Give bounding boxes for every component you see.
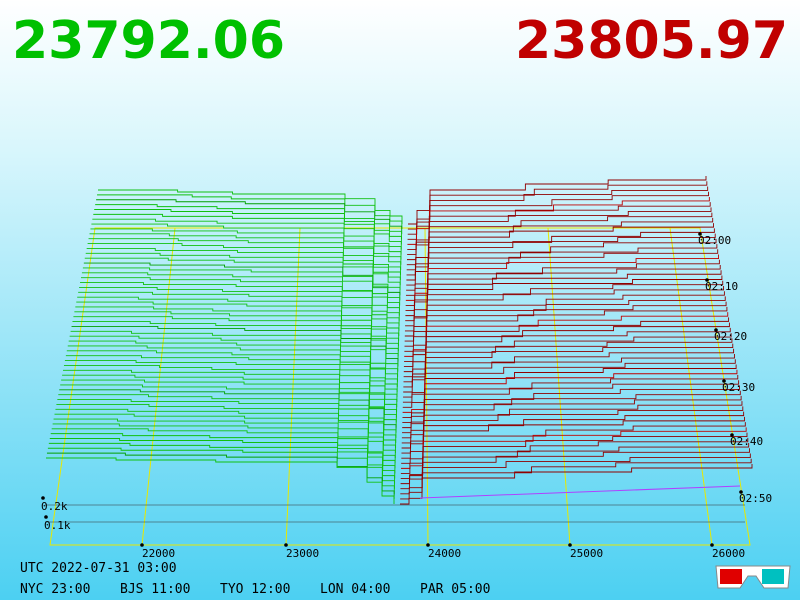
time-label-dot [705, 278, 709, 282]
price-label: 26000 [712, 547, 745, 560]
ask-depth-line [400, 453, 751, 495]
ask-depth-line [400, 464, 753, 505]
3d-glasses [715, 565, 791, 589]
time-label: 02:40 [730, 435, 763, 448]
ask-depth-line [402, 380, 740, 423]
ask-depth-line [405, 275, 723, 322]
time-label-dot [730, 433, 734, 437]
latest-ask-line [419, 485, 741, 499]
time-label-dot [698, 232, 702, 236]
city-clock: PAR 05:00 [420, 582, 490, 597]
time-label-dot [739, 490, 743, 494]
floor-grid [285, 227, 301, 546]
ask-depth-line [401, 395, 742, 439]
ask-depth-line [400, 448, 750, 490]
floor-grid [424, 227, 429, 546]
price-label: 25000 [570, 547, 603, 560]
utc-time: UTC 2022-07-31 03:00 [20, 561, 177, 576]
ask-depth-line [408, 176, 707, 225]
price-label-dot [426, 543, 430, 547]
city-clock: LON 04:00 [320, 582, 390, 597]
volume-label: 0.1k [44, 519, 71, 532]
bid-depth-line [46, 457, 395, 504]
ask-depth-line [404, 296, 726, 342]
ask-depth-line [401, 422, 746, 464]
ask-depth-line [400, 458, 752, 500]
ask-depth-line [405, 259, 720, 306]
ask-depth-line [403, 333, 732, 378]
floor-grid [669, 227, 713, 546]
time-label-dot [722, 379, 726, 383]
price-label-dot [710, 543, 714, 547]
time-label: 02:30 [722, 381, 755, 394]
ask-depth-line [401, 401, 743, 444]
ask-depth-line [405, 249, 719, 296]
time-label-dot [714, 328, 718, 332]
ask-depth-line [402, 374, 739, 418]
ask-depth-line [404, 306, 728, 352]
city-clock: TYO 12:00 [220, 582, 290, 597]
ask-depth-line [402, 369, 738, 413]
price-label-dot [140, 543, 144, 547]
ask-depth-line [403, 327, 731, 373]
ask-depth-line [401, 416, 745, 459]
ask-depth-line [400, 443, 750, 485]
ask-depth-line [407, 196, 710, 245]
price-label-dot [568, 543, 572, 547]
depth-lines [46, 176, 753, 505]
volume-label-dot [41, 496, 45, 500]
ask-depth-line [406, 212, 713, 261]
floor-outline [49, 227, 751, 546]
ask-depth-line [406, 233, 716, 281]
ask-depth-line [403, 348, 735, 393]
ask-depth-line [402, 359, 736, 403]
city-clock: NYC 23:00 [20, 582, 90, 597]
price-label: 24000 [428, 547, 461, 560]
ask-price: 23805.97 [515, 11, 788, 71]
price-label: 22000 [142, 547, 175, 560]
cyan-lens [762, 569, 784, 584]
ask-depth-line [406, 238, 717, 286]
time-label: 02:10 [705, 280, 738, 293]
red-lens [720, 569, 742, 584]
time-label: 02:20 [714, 330, 747, 343]
ask-depth-line [400, 432, 748, 474]
ask-depth-line [402, 390, 741, 434]
ask-depth-line [401, 411, 745, 454]
city-clock: BJS 11:00 [120, 582, 190, 597]
volume-label: 0.2k [41, 500, 68, 513]
time-label: 02:00 [698, 234, 731, 247]
time-label: 02:50 [739, 492, 772, 505]
ask-depth-line [403, 322, 730, 367]
price-label-dot [284, 543, 288, 547]
ask-depth-line [402, 364, 737, 408]
price-label: 23000 [286, 547, 319, 560]
bid-price: 23792.06 [12, 11, 285, 71]
ask-depth-line [404, 301, 727, 347]
labels: 22000 23000 24000 25000 26000 0.2k 0.1k 02:00 02… [20, 232, 772, 597]
ask-depth-line [406, 244, 718, 291]
ask-depth-line [406, 223, 714, 271]
volume-label-dot [44, 515, 48, 519]
ask-depth-line [404, 285, 725, 332]
